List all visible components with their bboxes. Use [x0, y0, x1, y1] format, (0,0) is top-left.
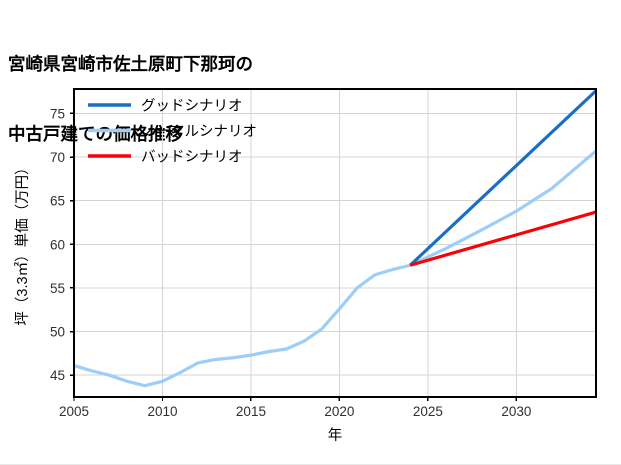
series-line-グッドシナリオ: [409, 89, 598, 267]
legend-label-bad: バッドシナリオ: [141, 150, 243, 166]
y-tick-label: 45: [50, 368, 65, 383]
y-tick-label: 50: [50, 325, 65, 340]
x-tick-label: 2030: [501, 404, 531, 419]
x-axis-title: 年: [328, 427, 343, 444]
x-tick-label: 2010: [147, 404, 177, 419]
x-tick-label: 2015: [236, 404, 266, 419]
axes-frame-group: [72, 87, 598, 399]
x-tick-label: 2025: [413, 404, 443, 419]
x-tick-label: 2020: [324, 404, 354, 419]
y-tick-label: 70: [50, 150, 65, 165]
y-axis-title: 坪（3.3㎡）単価（万円）: [14, 160, 31, 325]
series-line-バッドシナリオ: [409, 210, 597, 267]
legend-label-normal: ノーマルシナリオ: [141, 124, 257, 140]
y-tick-label: 65: [50, 194, 65, 209]
y-tick-label: 75: [50, 106, 65, 121]
page-title-line-2: 中古戸建ての価格推移: [8, 124, 183, 145]
series-group: [73, 89, 598, 388]
legend-label-good: グッドシナリオ: [141, 98, 243, 115]
axes-frame: [72, 87, 598, 399]
y-tick-label: 55: [50, 281, 65, 296]
page-title: 宮崎県宮崎市佐土原町下那珂の 中古戸建ての価格推移: [8, 6, 608, 194]
series-line-ノーマルシナリオ: [73, 149, 598, 388]
x-tick-label: 2005: [59, 404, 89, 419]
tick-labels-group: 2005 2010 2015 2020 2025 2030 45 50 55 60 65 70 75: [50, 106, 531, 419]
page-title-line-1: 宮崎県宮崎市佐土原町下那珂の: [8, 53, 253, 74]
y-tick-label: 60: [50, 237, 65, 252]
